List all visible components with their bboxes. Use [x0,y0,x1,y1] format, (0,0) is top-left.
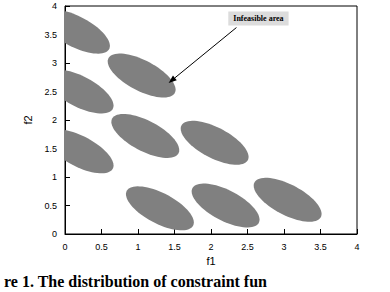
svg-text:2: 2 [208,242,213,252]
svg-text:1.5: 1.5 [44,144,57,154]
svg-text:4: 4 [354,242,359,252]
svg-text:0: 0 [62,242,67,252]
svg-text:0.5: 0.5 [95,242,108,252]
svg-text:1.5: 1.5 [168,242,181,252]
svg-text:4: 4 [52,1,57,11]
svg-text:2.5: 2.5 [44,87,57,97]
svg-text:3.5: 3.5 [314,242,327,252]
svg-text:3: 3 [281,242,286,252]
svg-text:f1: f1 [206,255,215,267]
svg-text:1: 1 [52,172,57,182]
svg-text:Infeasible area: Infeasible area [233,14,283,23]
svg-text:f2: f2 [22,115,34,124]
svg-text:re 1. The distribution of cons: re 1. The distribution of constraint fun [4,273,267,290]
svg-text:0.5: 0.5 [44,201,57,211]
svg-text:1: 1 [135,242,140,252]
svg-text:3: 3 [52,58,57,68]
svg-text:2: 2 [52,115,57,125]
svg-text:2.5: 2.5 [241,242,254,252]
svg-text:3.5: 3.5 [44,30,57,40]
svg-text:0: 0 [52,229,57,239]
